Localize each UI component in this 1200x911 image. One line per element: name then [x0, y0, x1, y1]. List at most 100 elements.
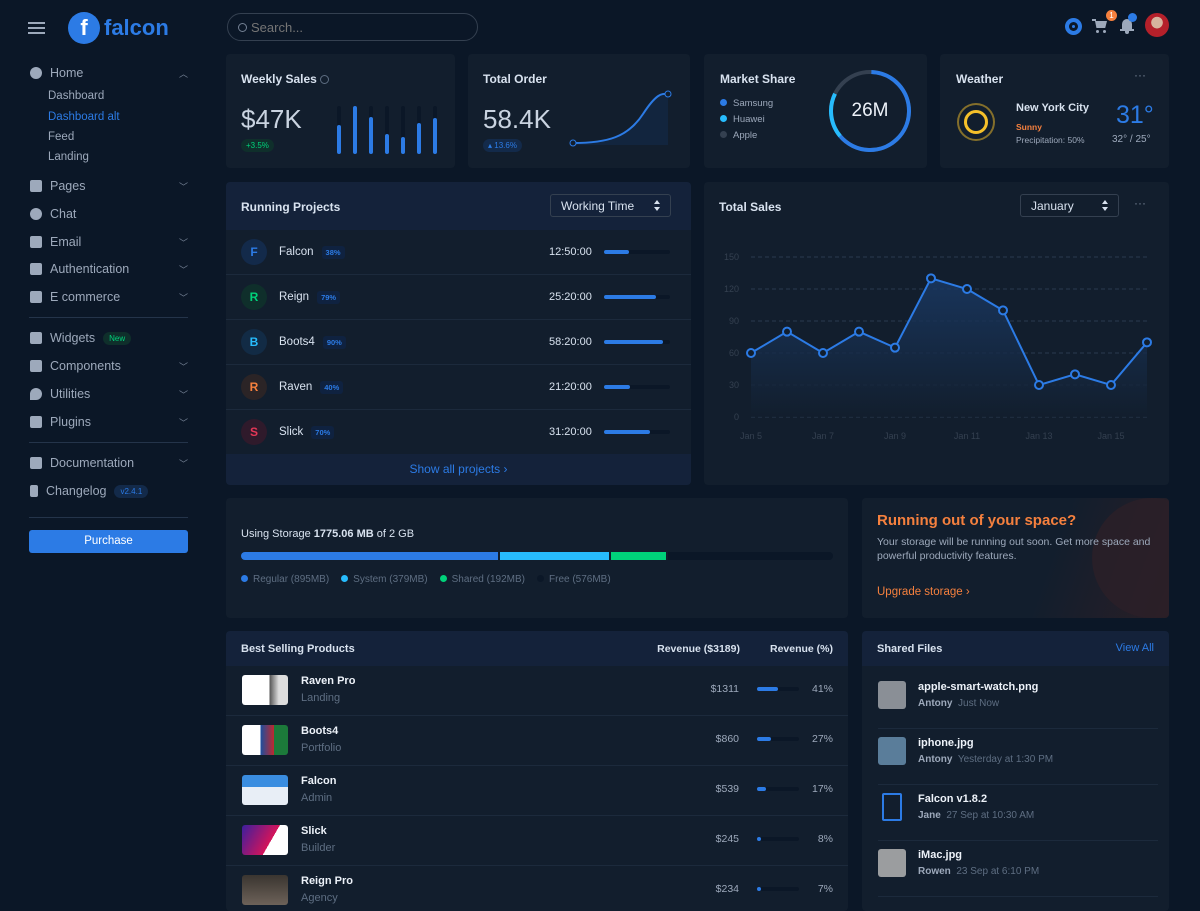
- menu-toggle-icon[interactable]: [28, 22, 45, 34]
- product-row[interactable]: Boots4 Portfolio $860 27%: [226, 716, 848, 766]
- sidebar-item-plugins[interactable]: Plugins ﹀: [30, 415, 188, 429]
- sidebar-item-pages[interactable]: Pages ﹀: [30, 179, 188, 193]
- chevron-down-icon: ﹀: [178, 361, 188, 372]
- sidebar-sub-dashboard-alt[interactable]: Dashboard alt: [48, 111, 120, 123]
- cart-icon[interactable]: [1092, 18, 1108, 34]
- storage-segment: [667, 552, 833, 560]
- month-select[interactable]: January: [1020, 194, 1119, 217]
- data-point[interactable]: [818, 348, 828, 358]
- product-name[interactable]: Falcon: [301, 775, 337, 787]
- sidebar-item-utilities[interactable]: Utilities ﹀: [30, 387, 188, 401]
- working-time-select[interactable]: Working Time: [550, 194, 671, 217]
- file-name[interactable]: iphone.jpg: [918, 737, 974, 749]
- product-row[interactable]: Falcon Admin $539 17%: [226, 766, 848, 816]
- more-options-icon[interactable]: ···: [1134, 196, 1146, 210]
- project-time: 21:20:00: [549, 381, 592, 393]
- sidebar-sub-landing[interactable]: Landing: [48, 151, 89, 163]
- product-name[interactable]: Boots4: [301, 725, 339, 737]
- revenue-percent: 41%: [811, 683, 833, 695]
- sidebar-item-chat[interactable]: Chat: [30, 207, 188, 221]
- file-row[interactable]: iphone.jpg Antony Yesterday at 1:30 PM: [878, 729, 1158, 785]
- storage-segment: [499, 552, 609, 560]
- project-name: Slick: [279, 426, 304, 438]
- data-point[interactable]: [1034, 380, 1044, 390]
- sidebar-item-email[interactable]: Email ﹀: [30, 235, 188, 249]
- brand-logo[interactable]: f falcon: [68, 12, 169, 44]
- project-row[interactable]: R Reign 79% 25:20:00: [226, 275, 691, 320]
- total-order-title: Total Order: [483, 72, 547, 86]
- file-row[interactable]: Falcon v1.8.2 Jane 27 Sep at 10:30 AM: [878, 785, 1158, 841]
- data-point[interactable]: [998, 305, 1008, 316]
- weather-title: Weather: [956, 72, 1004, 86]
- weekly-sales-title: Weekly Sales: [241, 72, 330, 86]
- file-name[interactable]: iMac.jpg: [918, 849, 963, 861]
- revenue-percent-column-header[interactable]: Revenue (%): [769, 643, 833, 655]
- sidebar-item-widgets[interactable]: Widgets New: [30, 331, 188, 345]
- user-avatar[interactable]: [1145, 13, 1169, 37]
- product-thumbnail: [242, 825, 288, 855]
- search-input[interactable]: [251, 19, 451, 35]
- sidebar-item-ecommerce[interactable]: E commerce ﹀: [30, 290, 188, 304]
- file-row[interactable]: apple-smart-watch.png Antony Just Now: [878, 673, 1158, 729]
- product-row[interactable]: Raven Pro Landing $1311 41%: [226, 666, 848, 716]
- upgrade-storage-link[interactable]: Upgrade storage ›: [877, 586, 970, 598]
- sidebar-item-changelog[interactable]: Changelog v2.4.1: [30, 484, 188, 498]
- code-branch-icon: [30, 485, 38, 497]
- show-all-projects-link[interactable]: Show all projects ›: [409, 462, 508, 476]
- x-tick-label: Jan 5: [740, 431, 762, 441]
- revenue-percent: 7%: [817, 883, 833, 895]
- brand-name: falcon: [104, 15, 169, 40]
- revenue-column-header[interactable]: Revenue ($3189): [657, 643, 740, 655]
- sidebar-item-documentation[interactable]: Documentation ﹀: [30, 456, 188, 470]
- search-box[interactable]: [227, 13, 478, 41]
- view-all-link[interactable]: View All: [1115, 642, 1154, 654]
- storage-card: Using Storage 1775.06 MB of 2 GB Regular…: [226, 498, 848, 618]
- more-options-icon[interactable]: ···: [1134, 68, 1146, 82]
- project-row[interactable]: S Slick 70% 31:20:00: [226, 410, 691, 455]
- sidebar-item-components[interactable]: Components ﹀: [30, 359, 188, 373]
- project-progress-badge: 40%: [320, 380, 344, 394]
- version-badge: v2.4.1: [114, 484, 149, 498]
- product-revenue: $234: [715, 883, 739, 895]
- data-point[interactable]: [1070, 369, 1080, 380]
- data-point[interactable]: [962, 284, 972, 294]
- storage-legend: Regular (895MB) System (379MB) Shared (192…: [241, 574, 611, 585]
- project-row[interactable]: R Raven 40% 21:20:00: [226, 365, 691, 410]
- running-projects-card: Running Projects Working Time F Falcon 3…: [226, 182, 691, 485]
- space-warning-text: Your storage will be running out soon. G…: [877, 536, 1151, 562]
- project-time: 12:50:00: [549, 246, 592, 258]
- data-point[interactable]: [782, 326, 792, 337]
- file-row[interactable]: iMac.jpg Rowen 23 Sep at 6:10 PM: [878, 841, 1158, 897]
- product-row[interactable]: Slick Builder $245 8%: [226, 816, 848, 866]
- data-point[interactable]: [1142, 337, 1152, 348]
- data-point[interactable]: [1106, 380, 1116, 390]
- product-name[interactable]: Reign Pro: [301, 875, 353, 887]
- file-name[interactable]: apple-smart-watch.png: [918, 681, 1039, 693]
- settings-gear-icon[interactable]: [1065, 18, 1082, 35]
- chevron-down-icon: ﹀: [178, 458, 188, 469]
- project-progress-badge: 79%: [317, 290, 341, 304]
- sidebar-sub-feed[interactable]: Feed: [48, 131, 75, 143]
- data-point[interactable]: [890, 342, 900, 353]
- product-row[interactable]: Reign Pro Agency $234 7%: [226, 866, 848, 911]
- sidebar-item-home[interactable]: Home ︿: [30, 66, 188, 80]
- sidebar-sub-dashboard[interactable]: Dashboard: [48, 90, 105, 102]
- notification-bell-icon[interactable]: [1120, 18, 1134, 34]
- cart-count-badge: 1: [1106, 10, 1117, 21]
- project-name: Raven: [279, 381, 313, 393]
- chevron-down-icon: ﹀: [178, 389, 188, 400]
- product-name[interactable]: Slick: [301, 825, 327, 837]
- purchase-button[interactable]: Purchase: [29, 530, 188, 553]
- revenue-percent: 17%: [811, 783, 833, 795]
- project-row[interactable]: F Falcon 38% 12:50:00: [226, 230, 691, 275]
- product-name[interactable]: Raven Pro: [301, 675, 356, 687]
- project-row[interactable]: B Boots4 90% 58:20:00: [226, 320, 691, 365]
- data-point[interactable]: [926, 273, 936, 284]
- sidebar-item-authentication[interactable]: Authentication ﹀: [30, 262, 188, 276]
- revenue-bar: [757, 787, 799, 791]
- data-point[interactable]: [746, 348, 756, 358]
- comments-icon: [30, 208, 42, 220]
- file-name[interactable]: Falcon v1.8.2: [918, 793, 988, 805]
- data-point[interactable]: [854, 326, 864, 337]
- chevron-down-icon: ﹀: [178, 417, 188, 428]
